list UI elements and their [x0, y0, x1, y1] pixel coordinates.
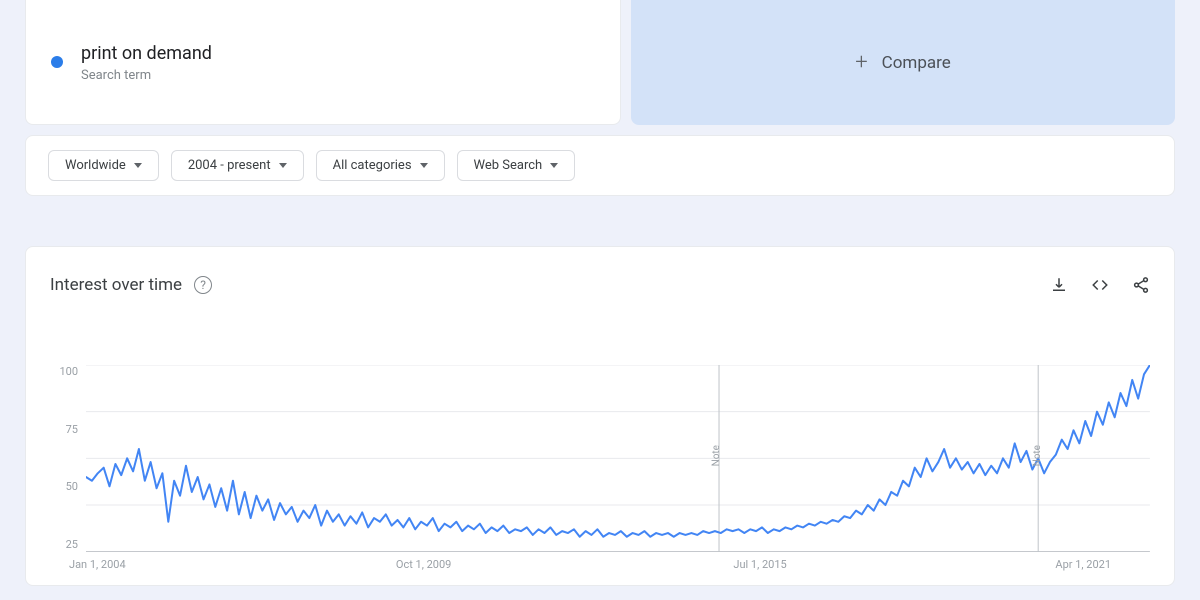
note-label: Note [711, 445, 722, 466]
plus-icon: + [855, 50, 867, 75]
ytick: 50 [50, 480, 78, 493]
filter-category-label: All categories [333, 158, 412, 173]
search-terms-row: print on demand Search term + Compare [0, 0, 1200, 125]
interest-over-time-card: Interest over time ? 100 75 50 25 Jan 1,… [25, 246, 1175, 586]
chevron-down-icon [279, 163, 287, 168]
compare-label: Compare [882, 53, 951, 73]
chevron-down-icon [134, 163, 142, 168]
xtick: Apr 1, 2021 [1055, 558, 1111, 571]
y-axis-labels: 100 75 50 25 [50, 365, 78, 551]
chart-title: Interest over time [50, 275, 182, 295]
search-term-label: print on demand [81, 41, 212, 66]
xtick: Jan 1, 2004 [69, 558, 126, 571]
chart-plot [86, 365, 1150, 552]
filter-category[interactable]: All categories [316, 150, 445, 181]
filter-search-type-label: Web Search [474, 158, 543, 173]
help-icon[interactable]: ? [194, 276, 212, 294]
download-icon[interactable] [1050, 276, 1068, 294]
series-dot [51, 56, 63, 68]
chart-header: Interest over time ? [50, 275, 1150, 295]
chevron-down-icon [550, 163, 558, 168]
chevron-down-icon [420, 163, 428, 168]
filter-search-type[interactable]: Web Search [457, 150, 576, 181]
filter-region-label: Worldwide [65, 158, 126, 173]
filters-bar: Worldwide 2004 - present All categories … [25, 135, 1175, 196]
embed-icon[interactable] [1090, 276, 1110, 294]
ytick: 100 [50, 365, 78, 378]
filter-region[interactable]: Worldwide [48, 150, 159, 181]
share-icon[interactable] [1132, 276, 1150, 294]
filter-timeframe[interactable]: 2004 - present [171, 150, 304, 181]
ytick: 75 [50, 423, 78, 436]
term-text-block: print on demand Search term [81, 41, 212, 83]
search-term-subtext: Search term [81, 68, 212, 83]
filter-timeframe-label: 2004 - present [188, 158, 271, 173]
xtick: Jul 1, 2015 [733, 558, 786, 571]
x-axis-labels: Jan 1, 2004 Oct 1, 2009 Jul 1, 2015 Apr … [86, 558, 1150, 571]
chart-area: 100 75 50 25 Jan 1, 2004 Oct 1, 2009 Jul… [80, 365, 1150, 565]
ytick: 25 [50, 538, 78, 551]
search-term-card[interactable]: print on demand Search term [25, 0, 621, 125]
xtick: Oct 1, 2009 [396, 558, 451, 571]
chart-actions [1050, 276, 1150, 294]
note-label: Note [1032, 445, 1043, 466]
compare-button[interactable]: + Compare [631, 0, 1175, 125]
